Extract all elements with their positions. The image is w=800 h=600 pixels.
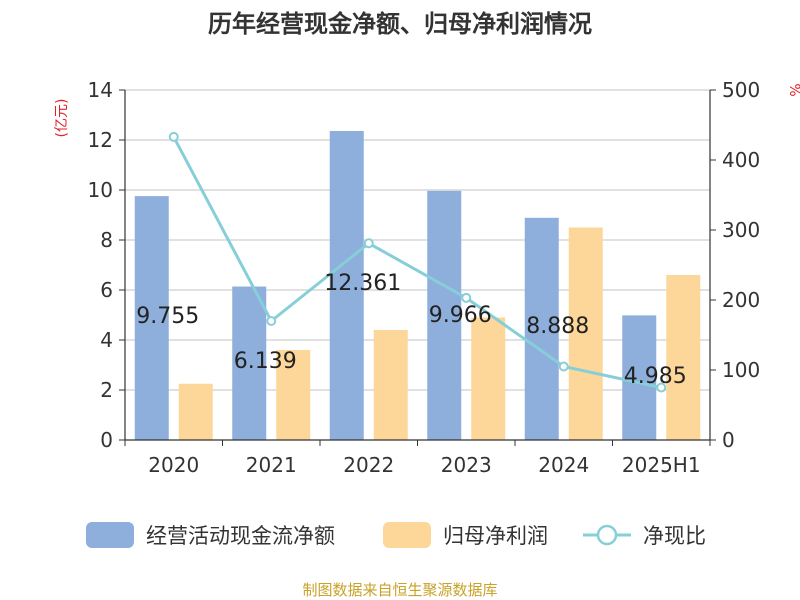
ratio-line <box>168 131 667 393</box>
bar-net-profit <box>276 350 311 440</box>
x-tick-label: 2022 <box>343 453 394 477</box>
y-right-tick-label: 400 <box>722 148 760 172</box>
ratio-point <box>656 382 667 393</box>
bar-cashflow <box>329 130 364 440</box>
y-right-tick-label: 0 <box>722 428 735 452</box>
ratio-point <box>558 361 569 372</box>
y-right-tick-label: 500 <box>722 78 760 102</box>
source-note: 制图数据来自恒生聚源数据库 <box>302 581 497 599</box>
bar-net-profit <box>178 383 213 440</box>
bar-cashflow <box>524 217 559 440</box>
y-left-tick-label: 4 <box>100 328 113 352</box>
y-left-tick-label: 0 <box>100 428 113 452</box>
grid-lines <box>125 89 710 391</box>
y-right-tick-label: 200 <box>722 288 760 312</box>
legend: 经营活动现金流净额 归母净利润 净现比 <box>86 522 706 548</box>
y-left-tick-label: 10 <box>88 178 113 202</box>
bar-net-profit <box>568 227 603 440</box>
bar-net-profit <box>373 330 408 440</box>
bar-net-profit <box>471 317 506 440</box>
bar-data-label: 4.985 <box>624 364 687 389</box>
ratio-point <box>363 238 374 249</box>
bars <box>134 130 701 440</box>
axes <box>124 90 711 446</box>
ratio-point <box>266 316 277 326</box>
x-tick-label: 2025H1 <box>622 453 701 477</box>
y-right-tick-label: 300 <box>722 218 760 242</box>
y-right-axis-label: % <box>786 83 800 96</box>
ratio-point <box>461 292 472 303</box>
legend-swatch <box>86 522 134 548</box>
bar-data-label: 9.755 <box>136 304 199 329</box>
y-left-tick-label: 6 <box>100 278 113 302</box>
ratio-line-path <box>172 136 662 389</box>
chart-title: 历年经营现金净额、归母净利润情况 <box>208 10 592 38</box>
bar-cashflow <box>427 190 462 440</box>
legend-swatch <box>383 522 431 548</box>
y-left-tick-label: 12 <box>88 128 113 152</box>
y-left-tick-label: 2 <box>100 378 113 402</box>
y-left-tick-label: 8 <box>100 228 113 252</box>
ratio-point <box>168 131 179 142</box>
x-tick-labels: 2020 2021 2022 2023 2024 2025H1 <box>148 453 700 477</box>
bar-net-profit <box>666 275 701 440</box>
legend-label: 归母净利润 <box>443 524 548 548</box>
y-right-tick-label: 100 <box>722 358 760 382</box>
bar-cashflow <box>232 286 267 440</box>
legend-marker <box>596 524 618 546</box>
x-tick-label: 2021 <box>246 453 297 477</box>
bar-data-label: 8.888 <box>526 314 589 339</box>
bar-data-label: 6.139 <box>234 349 297 374</box>
data-labels: 9.755 6.139 12.361 9.966 8.888 4.985 <box>136 271 686 389</box>
y-left-ticks: 0 2 4 6 8 10 12 14 <box>88 78 125 452</box>
x-tick-label: 2023 <box>441 453 492 477</box>
legend-label: 净现比 <box>643 524 706 548</box>
y-left-tick-label: 14 <box>88 78 113 102</box>
y-right-ticks: 0 100 200 300 400 500 <box>710 78 760 452</box>
x-tick-label: 2020 <box>148 453 199 477</box>
bar-cashflow <box>134 196 169 440</box>
bar-data-label: 12.361 <box>324 271 401 296</box>
x-tick-label: 2024 <box>538 453 589 477</box>
y-left-axis-label: (亿元) <box>54 99 70 138</box>
legend-label: 经营活动现金流净额 <box>146 524 335 548</box>
bar-cashflow <box>622 315 657 440</box>
bar-data-label: 9.966 <box>429 303 492 328</box>
